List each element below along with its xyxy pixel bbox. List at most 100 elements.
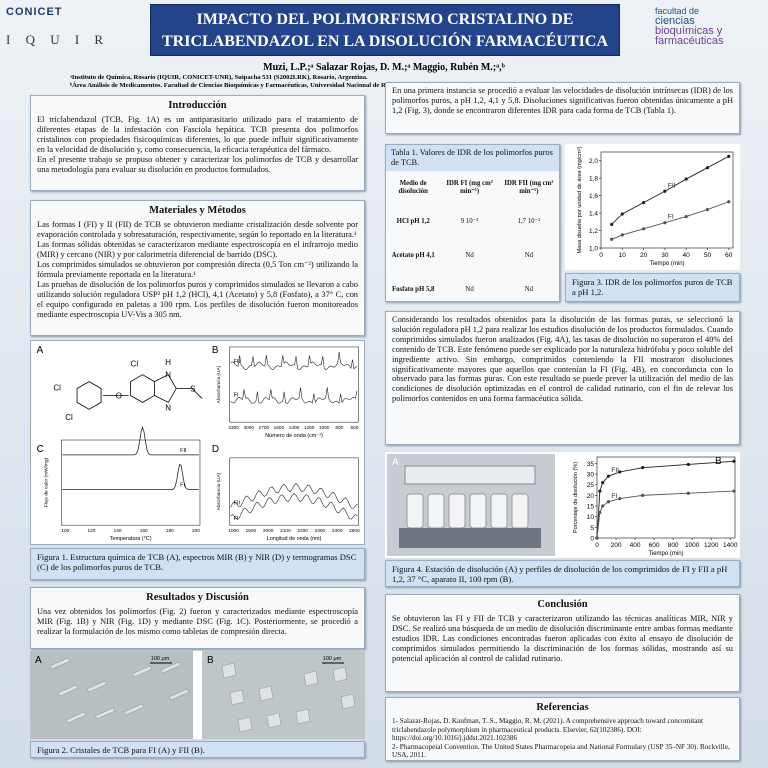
y-tick-label: 1,0 <box>589 246 598 253</box>
title-line: IMPACTO DEL POLIMORFISMO CRISTALINO DE <box>196 11 574 28</box>
caption: Figura 4. Estación de disolución (A) y p… <box>385 560 740 587</box>
atom-label: H <box>165 358 171 367</box>
y-tick-label: 2,0 <box>589 158 598 165</box>
x-tick-label: 0 <box>595 542 599 549</box>
panel-label: B <box>715 456 722 467</box>
series-label: FI <box>668 214 674 221</box>
crystal <box>266 712 282 729</box>
y-tick-label: 15 <box>587 504 595 511</box>
x-tick-label: 800 <box>668 542 679 549</box>
ring <box>76 381 102 410</box>
y-tick-label: 0 <box>590 536 594 543</box>
y-axis-label: Porcentaje de disolución (%) <box>573 462 579 533</box>
data-point <box>620 212 624 216</box>
crystal <box>65 711 87 724</box>
affiliation: ᵇÁrea Análisis de Medicamentos. Facultad… <box>70 82 540 89</box>
paragraph: Los comprimidos simulados se obtuvieron … <box>37 260 358 279</box>
plot-frame <box>600 151 734 249</box>
spectrum <box>230 387 358 404</box>
table-row: Fosfato pH 5,8 Nd Nd <box>386 273 559 301</box>
data-point <box>641 201 646 205</box>
x-tick-label: 1400 <box>289 425 300 431</box>
caption: Figura 1. Estructura química de TCB (A),… <box>30 548 365 580</box>
crystal <box>123 703 145 716</box>
data-point <box>598 489 602 493</box>
series-label: FI <box>611 493 617 500</box>
vessel <box>427 493 445 529</box>
y-axis-label: Absorbancia (UA) <box>216 365 222 403</box>
data-point <box>663 221 667 225</box>
atom-label: N <box>165 403 171 412</box>
series-label: FI <box>180 483 185 489</box>
y-axis-label: Absorbancia (UA) <box>216 472 222 510</box>
x-tick-label: 400 <box>630 542 641 549</box>
crystal <box>131 665 153 678</box>
data-point <box>641 493 645 497</box>
table-header: Medio de disolución <box>398 179 428 195</box>
authors: Muzi, L.P.;ᵃ Salazar Rojas, D. M.;ᵃ Magg… <box>263 62 505 73</box>
y-tick-label: 1,6 <box>589 193 598 200</box>
x-tick-label: 20 <box>640 252 648 259</box>
logo-conicet: CONICET <box>6 6 63 18</box>
logo-left: CONICET I Q U I R <box>6 6 116 56</box>
x-tick-label: 1200 <box>304 425 315 431</box>
paragraph: Las formas I (FI) y II (FII) de TCB se o… <box>37 220 358 240</box>
table-cell: Nd <box>524 251 534 259</box>
intro-box: Introducción El triclabendazol (TCB, Fig… <box>30 95 365 191</box>
table-header: IDR FII (mg cm² min⁻¹) <box>504 179 554 195</box>
vessel <box>406 493 424 529</box>
idr-intro-box: En una primera instancia se procedió a e… <box>385 82 740 134</box>
logo-text: facultad de <box>655 6 700 16</box>
x-tick-label: 2000 <box>263 528 274 534</box>
logo-iquir: I Q U I R <box>6 32 110 47</box>
y-tick-label: 30 <box>587 472 595 479</box>
atom-label: Cl <box>65 413 73 422</box>
title-band: IMPACTO DEL POLIMORFISMO CRISTALINO DE T… <box>150 4 620 56</box>
thermogram <box>62 463 199 490</box>
results-box: Resultados y Discusión Una vez obtenidos… <box>30 587 365 649</box>
data-point <box>595 536 599 540</box>
x-axis-label: Tiempo (min) <box>648 551 683 557</box>
data-point <box>606 500 611 504</box>
section-heading: Conclusión <box>537 599 588 610</box>
table-row: HCl pH 1,2 9 10⁻³ 1,7 10⁻² <box>386 205 559 239</box>
logo-right: facultad de ciencias bioquímicas y farma… <box>655 6 765 58</box>
y-tick-label: 20 <box>587 493 595 500</box>
x-tick-label: 40 <box>683 252 691 259</box>
reference: 2- Pharmacopeial Convention. The United … <box>392 742 730 760</box>
data-point <box>618 470 622 474</box>
data-point <box>598 510 602 515</box>
figure-3: 1,0 1,2 1,4 1,6 1,8 2,0 0 10 20 30 40 50 60 Tiempo (m… <box>565 144 740 270</box>
crystal <box>221 662 237 679</box>
x-tick-label: 160 <box>140 528 148 534</box>
crystal <box>303 670 319 687</box>
caption: Figura 3. IDR de los polimorfos puros de… <box>565 273 740 302</box>
crystal <box>86 680 108 693</box>
table-cell: Fosfato pH 5,8 <box>391 285 435 293</box>
data-point <box>618 496 622 501</box>
x-tick-label: 3300 <box>228 425 239 431</box>
data-point <box>684 214 688 219</box>
micrograph <box>202 651 365 739</box>
y-tick-label: 35 <box>587 461 595 468</box>
panel-label: A <box>392 457 399 468</box>
reference: 1- Salazar-Rojas, D. Kaufman, T. S., Mag… <box>392 717 703 743</box>
crystal <box>332 666 348 683</box>
x-tick-label: 3000 <box>243 425 254 431</box>
data-point <box>727 154 731 158</box>
atom-label: N <box>165 371 171 380</box>
affiliation: ᵃInstituto de Química, Rosario (IQUIR, C… <box>70 74 368 81</box>
x-tick-label: 180 <box>166 528 174 534</box>
atom-label: O <box>116 391 122 400</box>
x-tick-label: 2400 <box>332 528 343 534</box>
x-tick-label: 1400 <box>723 542 738 549</box>
x-axis-label: Número de onda (cm⁻¹) <box>265 433 323 439</box>
vessel <box>511 493 529 529</box>
y-tick-label: 1,2 <box>589 228 598 235</box>
table-box: Tabla 1. Valores de IDR de los polimorfo… <box>385 144 560 302</box>
paragraph: Considerando los resultados obtenidos pa… <box>392 315 733 404</box>
panel-label: C <box>37 444 44 455</box>
vessel <box>448 493 466 529</box>
apparatus-base <box>399 528 541 548</box>
x-tick-label: 200 <box>611 542 622 549</box>
